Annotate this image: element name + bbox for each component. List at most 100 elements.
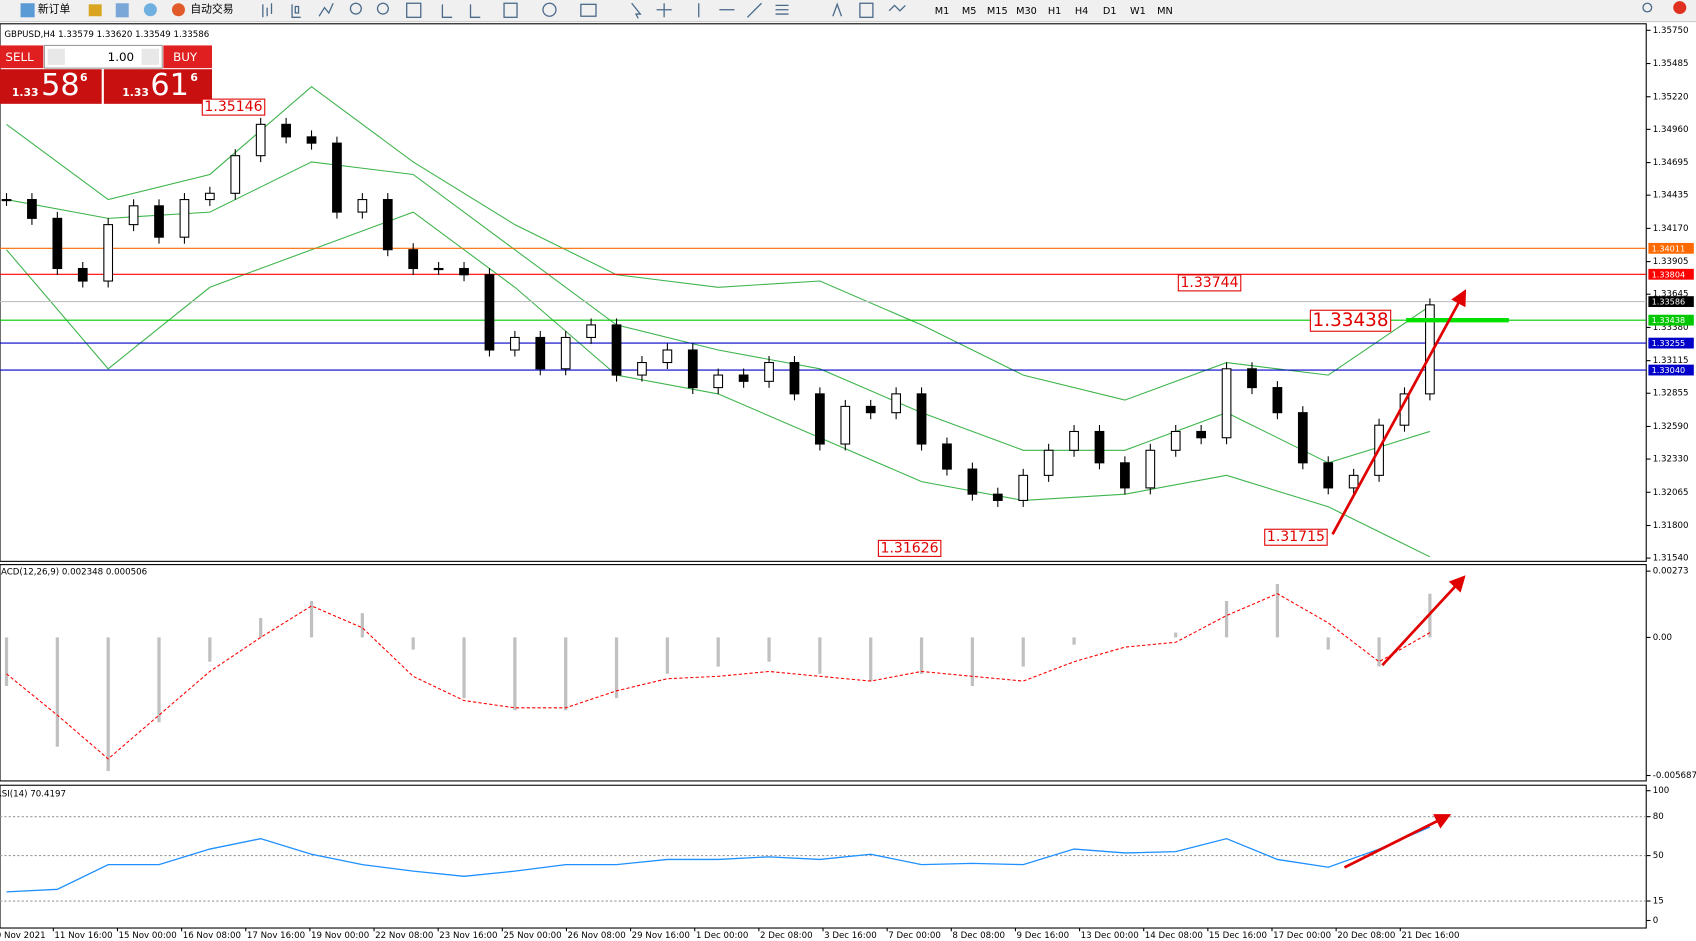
timeframe-button[interactable]: M5 [962,6,977,17]
price-annotation: 1.33438 [1313,310,1389,331]
candle [52,217,63,270]
panels [0,23,1647,929]
y-tick-label: -0.005687 [1653,771,1696,781]
cursor-icon[interactable] [631,2,642,19]
lots-up[interactable] [141,48,160,65]
y-tick-label: 15 [1653,897,1664,907]
x-tick-label: 13 Dec 00:00 [1081,931,1139,941]
timeframe-button[interactable]: H4 [1075,6,1088,17]
price-annotation: 1.31715 [1267,529,1325,545]
timeframe-button[interactable]: W1 [1130,6,1146,17]
sell-price-box[interactable] [0,69,102,104]
notification-icon[interactable] [1673,1,1687,15]
y-tick-label: 1.31540 [1653,554,1689,564]
autoscroll-icon[interactable] [441,4,453,18]
rsi-header: RSI(14) 70.4197 [0,789,66,799]
x-tick-label: 19 Nov 00:00 [311,931,369,941]
x-tick-label: 14 Dec 08:00 [1145,931,1203,941]
y-tick-label: 1.33380 [1653,323,1689,333]
label-icon[interactable] [859,2,874,18]
candle [789,361,800,395]
x-tick-label: 21 Dec 16:00 [1401,931,1459,941]
price-level-label: 1.33804 [1652,269,1686,279]
crosshair-icon[interactable] [656,3,672,18]
y-tick-label: 1.32590 [1653,422,1689,432]
candle [586,324,596,338]
x-tick-label: 20 Dec 08:00 [1337,931,1395,941]
price-annotation: 1.35146 [204,99,262,115]
tool-icon[interactable] [115,3,129,18]
y-tick-label: 0 [1653,916,1658,926]
periods-icon[interactable] [542,2,557,17]
tool-icon[interactable] [88,4,102,17]
search-icon[interactable] [1642,2,1653,13]
buy-label[interactable]: BUY [173,50,198,64]
timeframe-button[interactable]: D1 [1103,6,1117,17]
y-tick-label: 0.00 [1653,633,1672,643]
candle [637,361,647,376]
timeframes: M1 M5 M15 M30 H1 H4 D1 W1 MN [935,6,1173,17]
candle [128,205,139,226]
auto-trading-icon[interactable] [171,3,185,17]
candle [967,468,978,495]
x-tick-label: 25 Nov 00:00 [503,931,561,941]
indicators-icon[interactable] [503,2,518,18]
y-tick-label: 1.33115 [1653,356,1689,366]
tile-icon[interactable] [406,2,422,18]
annotation-box [201,98,266,116]
trendline-icon[interactable] [746,2,762,18]
lots-down[interactable] [47,48,65,65]
timeframe-button[interactable]: M30 [1016,6,1037,17]
shift-icon[interactable] [469,4,481,18]
tool-icon[interactable] [143,3,157,17]
candle [459,267,469,276]
price-level-label: 1.33438 [1652,315,1686,325]
price-level-box [1648,296,1694,308]
candle [1094,430,1105,464]
candle [815,393,825,445]
candle [1297,412,1308,464]
x-tick-label: 10 Nov 2021 [0,931,46,941]
candle [687,349,698,389]
candle [408,249,419,270]
price-level-box [1648,314,1694,326]
candle [1120,462,1130,489]
timeframe-button[interactable]: MN [1157,6,1173,17]
auto-trading-button[interactable]: 自动交易 [190,2,233,16]
candle [281,123,291,138]
candle [942,443,952,470]
y-tick-label: 1.34435 [1653,191,1689,201]
price-annotation: 1.31626 [881,540,939,556]
bollinger-middle [6,161,1431,464]
bar-chart-icon[interactable] [262,3,273,18]
x-tick-label: 9 Dec 16:00 [1017,931,1070,941]
lots-field[interactable] [43,44,163,69]
candle [992,493,1003,501]
timeframe-button[interactable]: H1 [1048,6,1062,17]
price-annotation: 1.33744 [1180,275,1238,291]
sell-label[interactable]: SELL [5,50,34,64]
arrows-icon[interactable] [888,4,906,12]
sell-button[interactable] [0,45,44,69]
zoom-in-icon[interactable] [349,2,362,15]
x-tick-label: 17 Nov 16:00 [247,931,305,941]
buy-price-box[interactable] [103,69,213,104]
candle [1,199,12,202]
new-order-icon[interactable] [20,3,35,18]
x-tick-label: 17 Dec 00:00 [1273,931,1331,941]
channel-icon[interactable] [775,4,789,15]
line-chart-icon[interactable] [318,2,334,17]
timeframe-button[interactable]: M1 [935,6,950,17]
new-order-button[interactable]: 新订单 [38,2,71,16]
candle-icon[interactable] [291,4,301,18]
zoom-out-icon[interactable] [376,2,389,15]
y-tick-label: 1.34960 [1653,125,1689,135]
price-level-label: 1.33255 [1652,338,1686,348]
x-tick-label: 23 Nov 16:00 [439,931,497,941]
lots-value[interactable]: 1.00 [108,50,134,64]
text-icon[interactable] [832,2,843,17]
buy-button[interactable] [163,45,213,69]
templates-icon[interactable] [580,3,597,17]
rsi-line [6,826,1431,893]
timeframe-button[interactable]: M15 [987,6,1008,17]
